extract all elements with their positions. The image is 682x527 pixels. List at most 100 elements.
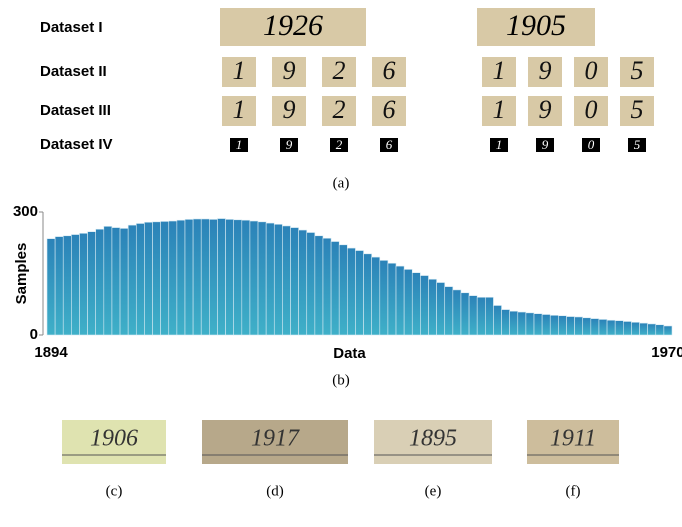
bar xyxy=(144,222,152,335)
bar xyxy=(412,273,420,335)
x-tick-label: 1970 xyxy=(651,344,682,361)
digit: 0 xyxy=(585,56,598,85)
panel-caption: (a) xyxy=(333,175,350,191)
bar xyxy=(120,228,128,335)
dataset-label: Dataset III xyxy=(40,102,111,119)
digit: 5 xyxy=(634,137,641,152)
y-tick-label: 0 xyxy=(30,326,38,343)
bar xyxy=(656,325,664,335)
bar xyxy=(331,242,339,335)
bar xyxy=(112,228,120,335)
handwritten-year: 1917 xyxy=(251,426,300,452)
bar xyxy=(388,263,396,335)
bar xyxy=(79,233,87,335)
bar xyxy=(250,221,258,335)
digit: 1 xyxy=(493,95,506,124)
bar xyxy=(185,219,193,335)
bar xyxy=(526,313,534,335)
bar xyxy=(372,257,380,335)
digit: 1 xyxy=(496,137,503,152)
bar xyxy=(226,219,234,335)
bar xyxy=(461,293,469,335)
x-axis-label: Data xyxy=(333,345,366,362)
bar xyxy=(104,226,112,335)
dataset-label: Dataset II xyxy=(40,63,107,80)
handwritten-year: 1906 xyxy=(90,426,138,452)
digit: 5 xyxy=(631,95,644,124)
digit: 6 xyxy=(386,137,393,152)
bar xyxy=(550,315,558,335)
bar xyxy=(55,237,63,335)
digit: 2 xyxy=(333,56,346,85)
digit: 5 xyxy=(631,56,644,85)
bar xyxy=(177,220,185,335)
bar xyxy=(355,251,363,335)
bar xyxy=(631,322,639,335)
bar xyxy=(339,245,347,335)
bar xyxy=(599,319,607,335)
panel-caption: (d) xyxy=(266,483,284,499)
bar xyxy=(282,226,290,335)
digit: 1 xyxy=(233,95,246,124)
digit: 9 xyxy=(539,56,552,85)
bar xyxy=(623,321,631,335)
bar xyxy=(640,323,648,335)
bar xyxy=(445,287,453,335)
digit: 6 xyxy=(383,56,396,85)
digit: 9 xyxy=(283,95,296,124)
bar xyxy=(396,266,404,335)
panel-caption: (f) xyxy=(566,483,581,499)
bar xyxy=(63,236,71,335)
bar xyxy=(428,279,436,335)
bar xyxy=(648,324,656,335)
bar xyxy=(96,229,104,335)
digit: 6 xyxy=(383,95,396,124)
bar xyxy=(510,311,518,335)
digit: 9 xyxy=(542,137,549,152)
digit: 0 xyxy=(585,95,598,124)
digit: 2 xyxy=(336,137,343,152)
dataset-label: Dataset I xyxy=(40,19,103,36)
bar xyxy=(217,219,225,335)
bar xyxy=(128,225,136,335)
bar xyxy=(88,232,96,335)
digit: 1 xyxy=(493,56,506,85)
digit: 2 xyxy=(333,95,346,124)
bar xyxy=(242,220,250,335)
bar xyxy=(404,269,412,335)
bar xyxy=(469,296,477,335)
bar xyxy=(234,220,242,335)
bar xyxy=(518,312,526,335)
bar xyxy=(291,228,299,335)
y-axis-label: Samples xyxy=(13,243,30,305)
digit: 1 xyxy=(236,137,243,152)
bar xyxy=(193,219,201,335)
bar xyxy=(420,276,428,335)
bar xyxy=(71,235,79,335)
handwritten-year: 1926 xyxy=(263,9,323,42)
handwritten-year: 1905 xyxy=(506,9,566,42)
bar xyxy=(566,317,574,335)
digit: 9 xyxy=(283,56,296,85)
bar xyxy=(347,248,355,335)
bar xyxy=(380,260,388,335)
y-tick-label: 300 xyxy=(13,203,38,220)
bar xyxy=(323,238,331,335)
bar xyxy=(542,315,550,336)
bar xyxy=(437,283,445,335)
bar xyxy=(575,317,583,335)
bar xyxy=(583,318,591,335)
bar xyxy=(47,239,55,335)
bar xyxy=(493,305,501,335)
bar xyxy=(453,290,461,335)
bar xyxy=(615,321,623,335)
x-tick-label: 1894 xyxy=(34,344,68,361)
digit: 9 xyxy=(539,95,552,124)
bar xyxy=(477,297,485,335)
bar xyxy=(258,222,266,335)
bar xyxy=(209,219,217,335)
bar xyxy=(266,223,274,335)
bar xyxy=(315,236,323,335)
bar xyxy=(591,319,599,335)
bar xyxy=(299,230,307,335)
